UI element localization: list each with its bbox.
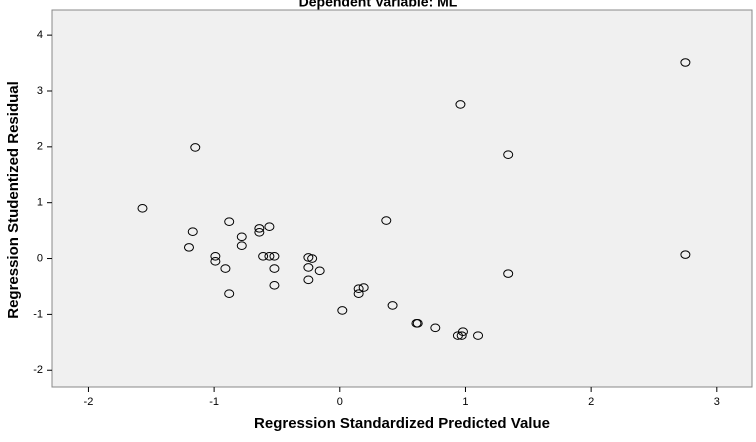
point: [337, 306, 348, 315]
point: [381, 216, 392, 225]
point: [455, 100, 466, 109]
point: [269, 264, 280, 273]
point: [224, 217, 235, 226]
point: [210, 257, 221, 266]
y-tick-label: -1: [33, 308, 43, 320]
point: [303, 263, 314, 272]
point: [236, 241, 247, 250]
x-tick-label: -2: [84, 396, 94, 408]
point: [412, 319, 423, 328]
x-tick-label: -1: [209, 396, 219, 408]
point: [503, 150, 514, 159]
y-axis-title: Regression Studentized Residual: [5, 81, 22, 319]
point: [353, 289, 364, 299]
point: [187, 227, 198, 237]
point: [269, 281, 280, 290]
y-tick-label: 1: [37, 197, 43, 209]
point: [353, 284, 364, 294]
point: [254, 227, 265, 237]
point: [430, 323, 441, 333]
chart-title: Dependent Variable: ML: [299, 0, 458, 10]
x-tick-label: 1: [462, 396, 468, 408]
x-axis-title: Regression Standardized Predicted Value: [254, 415, 550, 432]
point: [264, 222, 275, 232]
point: [456, 331, 467, 340]
point: [254, 224, 265, 233]
point: [210, 252, 221, 261]
point: [452, 331, 463, 340]
y-tick-label: -2: [33, 364, 43, 376]
point: [387, 301, 398, 310]
point: [307, 254, 318, 263]
point: [258, 252, 269, 261]
point: [137, 203, 148, 213]
y-tick-label: 2: [37, 141, 43, 153]
y-tick-label: 4: [37, 29, 43, 41]
plot-area: [51, 9, 753, 388]
y-tick-label: 0: [37, 252, 43, 264]
point: [236, 232, 247, 242]
point: [473, 331, 484, 340]
point: [220, 264, 231, 273]
point: [303, 275, 314, 285]
point: [680, 58, 691, 67]
point: [503, 269, 514, 278]
x-tick-label: 0: [337, 396, 343, 408]
point: [183, 243, 194, 252]
point: [358, 283, 369, 292]
x-tick-label: 2: [588, 396, 594, 408]
y-tick-label: 3: [37, 85, 43, 97]
point: [224, 289, 235, 299]
point: [190, 143, 201, 152]
point: [264, 252, 275, 261]
point: [269, 252, 280, 261]
point: [314, 266, 325, 276]
x-tick-label: 3: [714, 396, 720, 408]
point: [680, 250, 691, 259]
